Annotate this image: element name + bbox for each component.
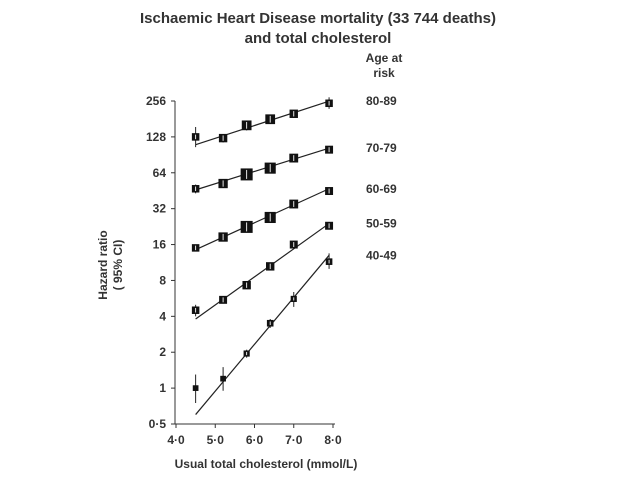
y-axis-label-line: ( 95% CI) <box>111 240 125 291</box>
fit-line <box>195 188 330 251</box>
x-tick-label: 6·0 <box>246 433 264 447</box>
series-80-89: 80-89 <box>191 94 397 148</box>
y-tick-label: 1 <box>159 381 166 395</box>
chart-title: Ischaemic Heart Disease mortality (33 74… <box>140 10 496 47</box>
x-tick-label: 5·0 <box>207 433 225 447</box>
x-tick-label: 7·0 <box>285 433 303 447</box>
x-tick-label: 4·0 <box>167 433 185 447</box>
y-axis-ticks: 0·5 1 2 4 8 16 32 64 128 256 <box>146 94 175 431</box>
y-tick-label: 8 <box>159 273 166 287</box>
y-tick-label: 4 <box>159 309 166 323</box>
chart-title-line: Ischaemic Heart Disease mortality (33 74… <box>140 10 496 27</box>
series-70-79: 70-79 <box>191 141 397 194</box>
series-label: 70-79 <box>366 141 397 155</box>
series-label: 40-49 <box>366 248 397 262</box>
y-tick-label: 256 <box>146 94 166 108</box>
series-label: 80-89 <box>366 94 397 108</box>
series-group: 80-89 70-79 60-69 50-59 40-49 <box>191 94 397 415</box>
series-50-59: 50-59 <box>191 217 397 320</box>
x-axis-ticks: 4·0 5·0 6·0 7·0 8·0 <box>167 424 342 447</box>
series-60-69: 60-69 <box>191 182 397 252</box>
y-axis-label-line: Hazard ratio <box>96 230 110 299</box>
chart-title-line: and total cholesterol <box>245 30 392 47</box>
series-label: 50-59 <box>366 217 397 231</box>
data-point <box>192 385 199 391</box>
legend-title-line: risk <box>373 66 395 80</box>
axes <box>174 101 335 425</box>
y-tick-label: 16 <box>153 238 167 252</box>
y-tick-label: 128 <box>146 130 166 144</box>
y-tick-label: 0·5 <box>149 417 167 431</box>
fit-line <box>195 223 330 320</box>
y-tick-label: 64 <box>153 166 167 180</box>
fit-line <box>195 100 330 146</box>
series-label: 60-69 <box>366 182 397 196</box>
fit-line <box>195 254 330 415</box>
y-axis-label: Hazard ratio( 95% CI) <box>96 230 125 299</box>
x-axis-label: Usual total cholesterol (mmol/L) <box>175 457 358 471</box>
y-tick-label: 2 <box>159 345 166 359</box>
series-40-49: 40-49 <box>192 248 397 415</box>
x-tick-label: 8·0 <box>324 433 342 447</box>
y-tick-label: 32 <box>153 202 167 216</box>
legend-title-line: Age at <box>366 51 403 65</box>
fit-line <box>195 147 330 191</box>
data-point <box>220 375 226 382</box>
